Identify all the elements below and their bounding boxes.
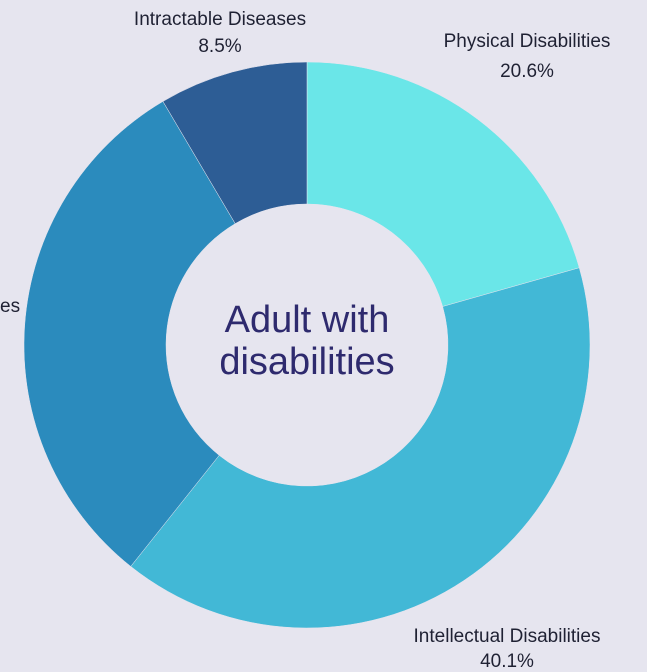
slice-unlabeled xyxy=(23,101,236,567)
center-label-line-1: Adult with xyxy=(225,299,390,341)
label-intellectual-disabilities: Intellectual Disabilities xyxy=(414,626,601,647)
center-label-line-2: disabilities xyxy=(219,341,394,383)
value-intellectual-disabilities: 40.1% xyxy=(480,651,534,672)
slice-physical-disabilities xyxy=(306,61,580,307)
label-physical-disabilities: Physical Disabilities xyxy=(444,31,611,52)
value-physical-disabilities: 20.6% xyxy=(500,61,554,82)
label-intractable-diseases: Intractable Diseases xyxy=(134,9,306,30)
donut-slices xyxy=(23,61,591,629)
label-fragment-cropped: es xyxy=(0,296,20,317)
slice-intractable-diseases xyxy=(162,61,308,224)
value-intractable-diseases: 8.5% xyxy=(198,36,241,57)
